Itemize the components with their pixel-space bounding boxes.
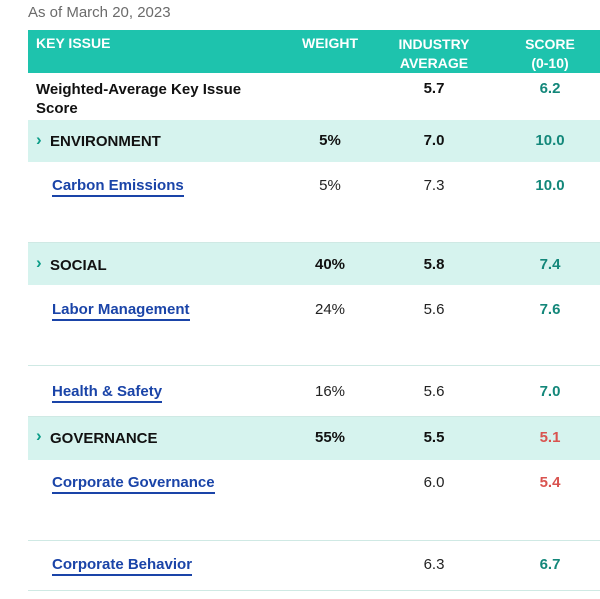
industry-header-line1: INDUSTRY [398,36,470,52]
issue-weight: 16% [314,383,346,400]
section-weight: 5% [319,132,341,149]
summary-label-line1: Weighted-Average Key Issue [36,81,242,98]
issue-industry-average: 6.0 [423,474,445,491]
section-industry-average: 5.8 [423,256,445,273]
section-industry-average: 5.5 [423,429,445,446]
issue-link[interactable]: Carbon Emissions [52,177,184,197]
table-header: KEY ISSUE WEIGHT INDUSTRY AVERAGE SCORE … [28,30,600,73]
column-header-industry-average: INDUSTRY AVERAGE [384,35,484,73]
section-label: SOCIAL [50,257,107,274]
section-weight: 40% [314,256,346,273]
section-label: ENVIRONMENT [50,133,161,150]
column-header-key-issue: KEY ISSUE [36,35,111,51]
section-label: GOVERNANCE [50,430,158,447]
section-score: 10.0 [535,132,565,149]
issue-score: 10.0 [535,177,565,194]
issue-weight: 24% [314,301,346,318]
score-header-line2: (0-10) [531,55,569,71]
issue-link[interactable]: Health & Safety [52,383,163,403]
chevron-right-icon[interactable]: › [36,253,42,272]
issue-link[interactable]: Corporate Governance [52,474,215,494]
section-row-social[interactable]: › SOCIAL 40% 5.8 7.4 [28,243,600,285]
summary-label-line2: Score [36,100,78,117]
issue-row-corporate-behavior: Corporate Behavior 6.3 6.7 [28,541,600,591]
issue-score: 6.7 [539,556,561,573]
issue-industry-average: 5.6 [423,383,445,400]
summary-label: Weighted-Average Key Issue Score [36,80,241,118]
chevron-right-icon[interactable]: › [36,130,42,149]
as-of-date: As of March 20, 2023 [28,4,171,21]
section-score: 7.4 [539,256,561,273]
chevron-right-icon[interactable]: › [36,426,42,445]
issue-link[interactable]: Labor Management [52,301,190,321]
issue-score: 7.0 [539,383,561,400]
section-industry-average: 7.0 [423,132,445,149]
summary-industry-average: 5.7 [423,80,445,97]
section-score: 5.1 [539,429,561,446]
issue-row-health-safety: Health & Safety 16% 5.6 7.0 [28,366,600,417]
issue-industry-average: 5.6 [423,301,445,318]
summary-row: Weighted-Average Key Issue Score 5.7 6.2 [28,73,600,119]
score-header-line1: SCORE [525,36,575,52]
issue-score: 5.4 [539,474,561,491]
issue-row-labor-management: Labor Management 24% 5.6 7.6 [28,285,600,366]
issue-score: 7.6 [539,301,561,318]
issue-row-carbon-emissions: Carbon Emissions 5% 7.3 10.0 [28,162,600,243]
industry-header-line2: AVERAGE [399,55,469,71]
section-row-environment[interactable]: › ENVIRONMENT 5% 7.0 10.0 [28,120,600,162]
issue-link[interactable]: Corporate Behavior [52,556,193,576]
summary-score: 6.2 [539,80,561,97]
issue-industry-average: 6.3 [423,556,445,573]
column-header-weight: WEIGHT [302,35,358,51]
issue-industry-average: 7.3 [423,177,445,194]
issue-weight: 5% [319,177,341,194]
section-row-governance[interactable]: › GOVERNANCE 55% 5.5 5.1 [28,417,600,460]
issue-row-corporate-governance: Corporate Governance 6.0 5.4 [28,460,600,541]
column-header-score: SCORE (0-10) [510,35,590,73]
section-weight: 55% [314,429,346,446]
